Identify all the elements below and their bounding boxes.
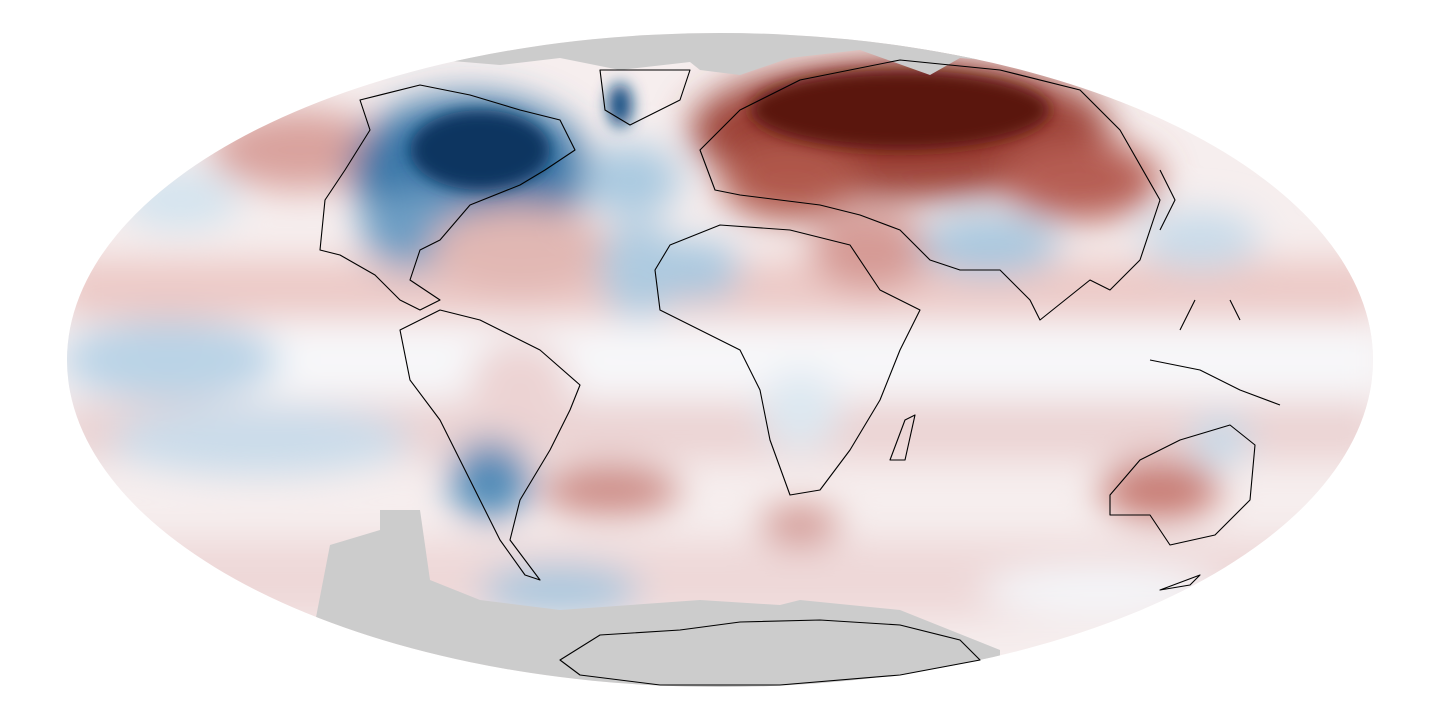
- coastlines: [319, 59, 1281, 686]
- south-america: [399, 309, 581, 581]
- japan: [1159, 169, 1176, 231]
- anomaly-core: [410, 70, 1050, 190]
- australia: [1109, 424, 1256, 546]
- new-zealand: [1159, 574, 1201, 591]
- antarctica: [559, 619, 981, 686]
- southeast-asia-islands: [1149, 299, 1281, 406]
- madagascar: [889, 414, 916, 461]
- africa: [654, 224, 921, 496]
- greenland: [599, 69, 691, 126]
- north-america: [319, 84, 576, 311]
- anomaly-field: [67, 33, 1373, 687]
- eurasia: [699, 59, 1161, 321]
